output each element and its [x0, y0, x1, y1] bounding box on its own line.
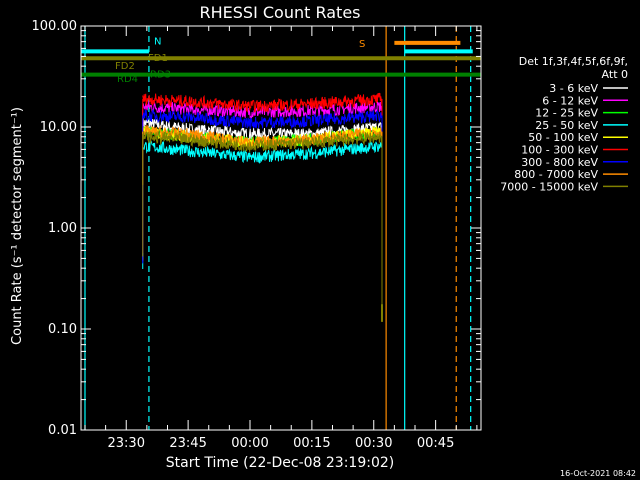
legend-label-12-25-kev: 12 - 25 keV [535, 107, 598, 120]
flag-label-fd1: FD1 [148, 53, 168, 64]
x-tick-label: 00:45 [417, 436, 454, 451]
legend-label-800-7000-kev: 800 - 7000 keV [514, 168, 598, 181]
series-7000-15000-kev [142, 130, 383, 305]
x-tick-label: 23:45 [169, 436, 206, 451]
series-layer [142, 92, 383, 322]
y-tick-label: 100.00 [32, 19, 78, 34]
legend-label-50-100-kev: 50 - 100 keV [528, 131, 598, 144]
legend-label-25-50-kev: 25 - 50 keV [535, 119, 598, 132]
flag-label-rd3: RD3 [150, 70, 171, 81]
series-line-25-50-kev [142, 140, 383, 165]
chart-title: RHESSI Count Rates [200, 3, 361, 22]
flag-label-fd2: FD2 [115, 61, 135, 72]
x-tick-label: 00:15 [293, 436, 330, 451]
series-line-300-800-kev [142, 109, 383, 130]
legend-label-300-800-kev: 300 - 800 keV [521, 156, 598, 169]
y-axis: 0.01 0.10 1.00 10.00 100.00 [32, 19, 481, 438]
y-tick-label: 0.10 [48, 322, 77, 337]
legend-title-line: Att 0 [602, 68, 628, 81]
legend-label-3-6-kev: 3 - 6 keV [549, 82, 598, 95]
x-tick-label: 23:30 [108, 436, 145, 451]
y-tick-label: 0.01 [48, 423, 77, 438]
legend-label-7000-15000-kev: 7000 - 15000 keV [500, 180, 598, 193]
x-axis-label: Start Time (22-Dec-08 23:19:02) [166, 455, 394, 471]
x-tick-label: 00:00 [231, 436, 268, 451]
y-axis-label: Count Rate (s⁻¹ detector segment⁻¹) [10, 107, 25, 345]
series-line-100-300-kev [142, 92, 383, 113]
y-tick-label: 1.00 [48, 221, 77, 236]
footer-timestamp: 16-Oct-2021 08:42 [560, 469, 636, 478]
legend-title-line: Det 1f,3f,4f,5f,6f,9f, [519, 55, 628, 68]
x-tick-label: 00:30 [355, 436, 392, 451]
flag-label-s: S [359, 39, 365, 50]
legend-label-100-300-kev: 100 - 300 keV [521, 144, 598, 157]
flag-label-rd4: RD4 [117, 74, 138, 85]
legend-label-6-12-kev: 6 - 12 keV [542, 94, 598, 107]
series-line-7000-15000-kev [142, 130, 383, 153]
y-tick-label: 10.00 [40, 120, 77, 135]
flag-bars: N S FD1 FD2 RD4 RD3 [81, 36, 481, 85]
flag-label-n: N [154, 36, 161, 47]
x-axis: 23:30 23:45 00:00 00:15 00:30 00:45 [84, 26, 478, 451]
